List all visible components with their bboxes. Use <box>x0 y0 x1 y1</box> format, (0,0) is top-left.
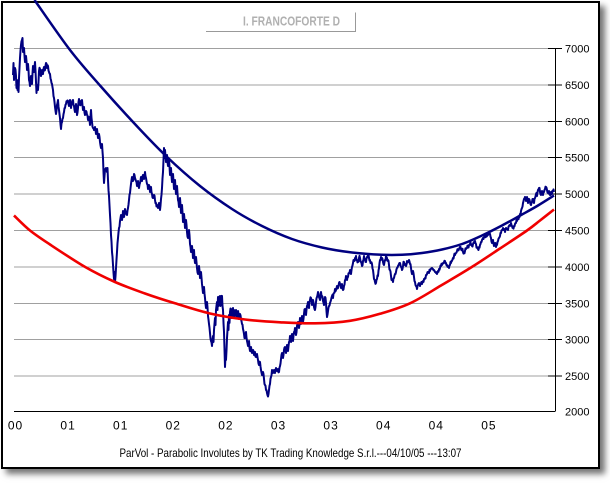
svg-text:3000: 3000 <box>565 335 589 347</box>
svg-text:7000: 7000 <box>565 44 589 56</box>
svg-text:01: 01 <box>60 419 75 433</box>
svg-text:05: 05 <box>481 419 496 433</box>
svg-text:5500: 5500 <box>565 153 589 165</box>
svg-text:6500: 6500 <box>565 80 589 92</box>
svg-text:I. FRANCOFORTE D: I. FRANCOFORTE D <box>243 15 340 29</box>
svg-text:4500: 4500 <box>565 226 589 238</box>
svg-text:6000: 6000 <box>565 116 589 128</box>
svg-text:3500: 3500 <box>565 298 589 310</box>
svg-text:04: 04 <box>429 419 444 433</box>
svg-text:03: 03 <box>323 419 338 433</box>
svg-text:ParVol - Parabolic Involutes b: ParVol - Parabolic Involutes by TK Tradi… <box>120 446 462 460</box>
svg-text:00: 00 <box>8 419 23 433</box>
svg-text:01: 01 <box>113 419 128 433</box>
svg-text:2000: 2000 <box>565 407 589 419</box>
svg-text:4000: 4000 <box>565 262 589 274</box>
svg-text:03: 03 <box>271 419 286 433</box>
svg-text:04: 04 <box>376 419 391 433</box>
svg-text:02: 02 <box>218 419 233 433</box>
svg-text:2500: 2500 <box>565 371 589 383</box>
svg-text:5000: 5000 <box>565 189 589 201</box>
svg-text:02: 02 <box>166 419 181 433</box>
